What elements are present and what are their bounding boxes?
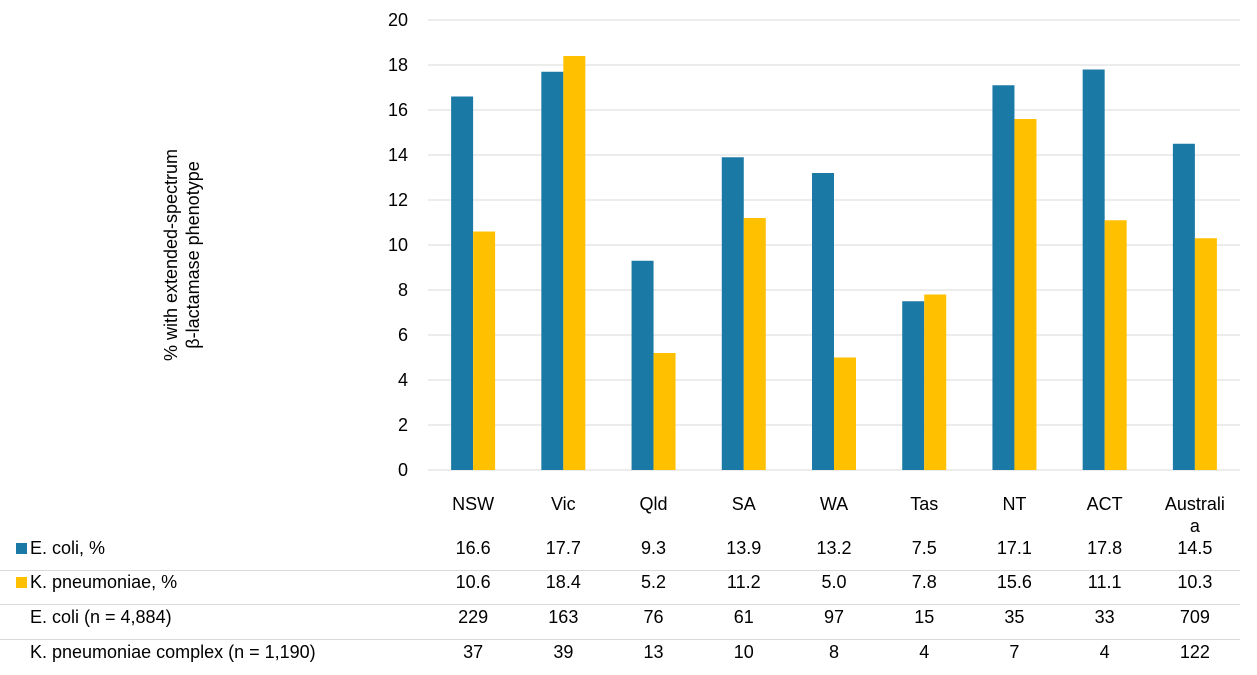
bar-ecoli (992, 85, 1015, 470)
x-tick-label: SA (732, 494, 756, 514)
bar-kpneumoniae (924, 294, 947, 470)
bar-ecoli (541, 71, 564, 470)
x-tick-label: ACT (1087, 494, 1123, 514)
bar-kpneumoniae (563, 56, 586, 470)
y-tick-label: 12 (388, 190, 408, 210)
bar-kpneumoniae (834, 357, 856, 470)
bar-ecoli (812, 173, 834, 470)
y-tick-label: 18 (388, 55, 408, 75)
bar-kpneumoniae (743, 218, 766, 470)
y-axis-label-line-1: % with extended-spectrum (161, 148, 181, 362)
x-tick-label: Australi (1165, 494, 1225, 514)
bar-kpneumoniae (653, 353, 676, 470)
x-tick-label: WA (820, 494, 848, 514)
y-tick-label: 4 (398, 370, 408, 390)
bar-ecoli (451, 96, 474, 470)
x-tick-label: Vic (551, 494, 576, 514)
y-tick-label: 0 (398, 460, 408, 480)
y-axis-label-line-2: β-lactamase phenotype (183, 161, 203, 349)
bar-kpneumoniae (1104, 220, 1127, 470)
y-axis-label: % with extended-spectrum β-lactamase phe… (62, 60, 302, 450)
bar-ecoli (721, 157, 744, 470)
bar-ecoli (902, 301, 925, 470)
y-tick-label: 14 (388, 145, 408, 165)
bar-kpneumoniae (1194, 238, 1217, 470)
y-tick-label: 8 (398, 280, 408, 300)
y-tick-label: 2 (398, 415, 408, 435)
bar-ecoli (631, 260, 654, 470)
bar-ecoli (1082, 69, 1105, 470)
y-tick-label: 10 (388, 235, 408, 255)
bar-kpneumoniae (1014, 119, 1037, 470)
y-tick-label: 16 (388, 100, 408, 120)
x-tick-label: a (1190, 516, 1201, 536)
x-tick-label: NSW (452, 494, 494, 514)
x-tick-label: Qld (640, 494, 668, 514)
y-tick-label: 6 (398, 325, 408, 345)
x-tick-label: Tas (910, 494, 938, 514)
bar-kpneumoniae (473, 231, 496, 470)
x-tick-label: NT (1002, 494, 1026, 514)
y-tick-label: 20 (388, 10, 408, 30)
bar-ecoli (1172, 143, 1195, 470)
